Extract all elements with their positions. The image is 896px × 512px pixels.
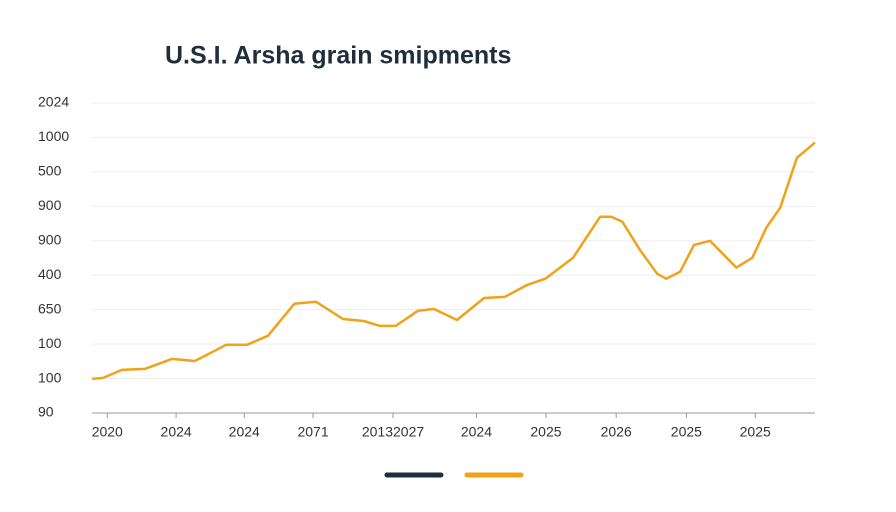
x-tick-label: 2024 <box>161 424 192 440</box>
x-tick-label: 2025 <box>530 424 561 440</box>
y-tick-label: 500 <box>38 163 62 179</box>
chart-title: U.S.I. Arsha grain smipments <box>165 42 511 70</box>
y-tick-label: 400 <box>38 266 62 282</box>
y-tick-label: 2024 <box>38 94 69 110</box>
y-tick-label: 900 <box>38 231 62 247</box>
data-line <box>91 141 816 381</box>
y-tick-label: 900 <box>38 197 62 213</box>
x-tick-label: 20132027 <box>362 424 425 440</box>
y-tick-label: 100 <box>38 335 62 351</box>
x-tick-label: 2020 <box>92 424 123 440</box>
x-tick-label: 2024 <box>229 424 260 440</box>
y-tick-label: 90 <box>38 404 54 420</box>
y-tick-label: 100 <box>38 369 62 385</box>
y-tick-label: 1000 <box>38 128 69 144</box>
x-tick-label: 2025 <box>671 424 702 440</box>
x-tick-label: 2024 <box>461 424 492 440</box>
x-tick-label: 2025 <box>740 424 771 440</box>
y-tick-label: 650 <box>38 300 62 316</box>
x-tick-label: 2026 <box>601 424 632 440</box>
x-tick-label: 2071 <box>297 424 328 440</box>
